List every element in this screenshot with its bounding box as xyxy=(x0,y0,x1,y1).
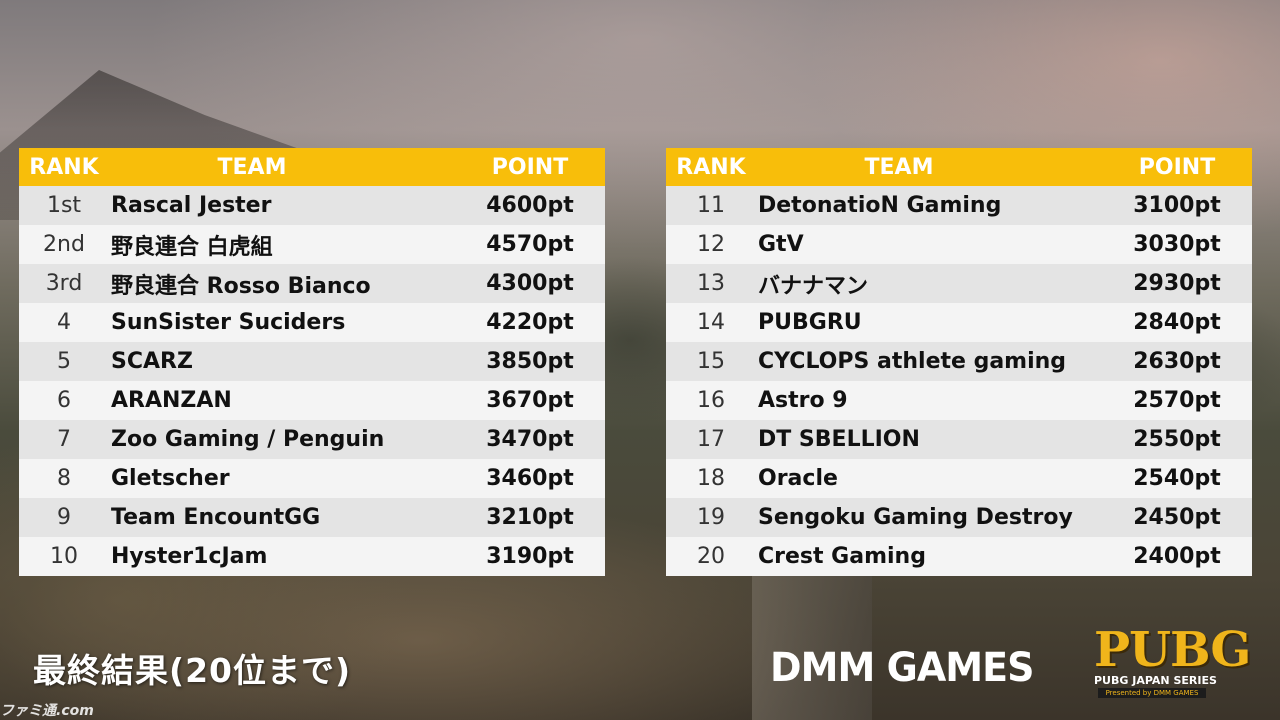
rank-cell: 16 xyxy=(697,388,725,413)
table-row: 3rd 野良連合 Rosso Bianco 4300pt xyxy=(19,264,605,303)
rank-cell: 19 xyxy=(697,505,725,530)
point-cell: 2630pt xyxy=(1133,349,1221,374)
point-cell: 3470pt xyxy=(486,427,574,452)
header-team: TEAM xyxy=(217,154,287,180)
team-cell: DT SBELLION xyxy=(758,427,920,452)
rank-cell: 15 xyxy=(697,349,725,374)
rank-cell: 14 xyxy=(697,310,725,335)
rank-cell: 4 xyxy=(57,310,71,335)
point-cell: 3100pt xyxy=(1133,193,1221,218)
pubg-japan-series-logo: PUBG PUBG JAPAN SERIES Presented by DMM … xyxy=(1094,622,1251,698)
pubg-wordmark: PUBG xyxy=(1094,622,1251,678)
team-cell: Hyster1cJam xyxy=(111,544,268,569)
table-row: 7 Zoo Gaming / Penguin 3470pt xyxy=(19,420,605,459)
table-row: 11 DetonatioN Gaming 3100pt xyxy=(666,186,1252,225)
team-cell: Gletscher xyxy=(111,466,230,491)
team-cell: SunSister Suciders xyxy=(111,310,346,335)
rank-cell: 11 xyxy=(697,193,725,218)
rank-cell: 1st xyxy=(46,193,82,218)
rank-cell: 6 xyxy=(57,388,71,413)
team-cell: DetonatioN Gaming xyxy=(758,193,1002,218)
team-cell: 野良連合 白虎組 xyxy=(111,234,273,260)
header-rank: RANK xyxy=(29,154,99,180)
table-row: 18 Oracle 2540pt xyxy=(666,459,1252,498)
rank-cell: 8 xyxy=(57,466,71,491)
point-cell: 2570pt xyxy=(1133,388,1221,413)
pubg-presented-text: Presented by DMM GAMES xyxy=(1098,688,1206,698)
table-row: 4 SunSister Suciders 4220pt xyxy=(19,303,605,342)
header-team: TEAM xyxy=(864,154,934,180)
point-cell: 2930pt xyxy=(1133,271,1221,296)
results-caption: 最終結果(20位まで) xyxy=(33,651,352,690)
point-cell: 2400pt xyxy=(1133,544,1221,569)
table-header: RANK TEAM POINT xyxy=(666,148,1252,186)
table-row: 1st Rascal Jester 4600pt xyxy=(19,186,605,225)
rank-cell: 12 xyxy=(697,232,725,257)
point-cell: 4570pt xyxy=(486,232,574,257)
rank-cell: 2nd xyxy=(43,232,85,257)
rank-cell: 10 xyxy=(50,544,78,569)
table-row: 15 CYCLOPS athlete gaming 2630pt xyxy=(666,342,1252,381)
point-cell: 2540pt xyxy=(1133,466,1221,491)
table-row: 9 Team EncountGG 3210pt xyxy=(19,498,605,537)
team-cell: Rascal Jester xyxy=(111,193,272,218)
table-row: 13 バナナマン 2930pt xyxy=(666,264,1252,303)
table-row: 16 Astro 9 2570pt xyxy=(666,381,1252,420)
ranking-table-left: RANK TEAM POINT 1st Rascal Jester 4600pt… xyxy=(19,148,605,576)
table-row: 12 GtV 3030pt xyxy=(666,225,1252,264)
background-post xyxy=(752,570,872,720)
rank-cell: 20 xyxy=(697,544,725,569)
famitsu-watermark: ファミ通.com xyxy=(0,703,94,719)
team-cell: Sengoku Gaming Destroy xyxy=(758,505,1073,530)
table-row: 8 Gletscher 3460pt xyxy=(19,459,605,498)
team-cell: Astro 9 xyxy=(758,388,848,413)
rank-cell: 13 xyxy=(697,271,725,296)
point-cell: 3190pt xyxy=(486,544,574,569)
table-row: 2nd 野良連合 白虎組 4570pt xyxy=(19,225,605,264)
point-cell: 3850pt xyxy=(486,349,574,374)
point-cell: 4220pt xyxy=(486,310,574,335)
table-row: 6 ARANZAN 3670pt xyxy=(19,381,605,420)
table-row: 20 Crest Gaming 2400pt xyxy=(666,537,1252,576)
team-cell: GtV xyxy=(758,232,804,257)
team-cell: バナナマン xyxy=(758,273,869,299)
point-cell: 3210pt xyxy=(486,505,574,530)
rank-cell: 18 xyxy=(697,466,725,491)
header-point: POINT xyxy=(491,154,569,180)
rank-cell: 3rd xyxy=(45,271,83,296)
rank-cell: 5 xyxy=(57,349,71,374)
table-row: 10 Hyster1cJam 3190pt xyxy=(19,537,605,576)
team-cell: SCARZ xyxy=(111,349,193,374)
table-row: 5 SCARZ 3850pt xyxy=(19,342,605,381)
ranking-table-right: RANK TEAM POINT 11 DetonatioN Gaming 310… xyxy=(666,148,1252,576)
team-cell: 野良連合 Rosso Bianco xyxy=(111,273,371,299)
dmm-games-logo: DMM GAMES xyxy=(770,645,1035,691)
table-row: 19 Sengoku Gaming Destroy 2450pt xyxy=(666,498,1252,537)
rank-cell: 7 xyxy=(57,427,71,452)
team-cell: Crest Gaming xyxy=(758,544,926,569)
team-cell: Oracle xyxy=(758,466,838,491)
point-cell: 2550pt xyxy=(1133,427,1221,452)
point-cell: 3030pt xyxy=(1133,232,1221,257)
point-cell: 4300pt xyxy=(486,271,574,296)
table-row: 17 DT SBELLION 2550pt xyxy=(666,420,1252,459)
pubg-series-text: PUBG JAPAN SERIES xyxy=(1094,674,1217,687)
team-cell: Team EncountGG xyxy=(111,505,321,530)
point-cell: 4600pt xyxy=(486,193,574,218)
table-row: 14 PUBGRU 2840pt xyxy=(666,303,1252,342)
header-rank: RANK xyxy=(676,154,746,180)
point-cell: 2840pt xyxy=(1133,310,1221,335)
rank-cell: 17 xyxy=(697,427,725,452)
point-cell: 3460pt xyxy=(486,466,574,491)
team-cell: Zoo Gaming / Penguin xyxy=(111,427,385,452)
point-cell: 3670pt xyxy=(486,388,574,413)
rank-cell: 9 xyxy=(57,505,71,530)
point-cell: 2450pt xyxy=(1133,505,1221,530)
team-cell: CYCLOPS athlete gaming xyxy=(758,349,1067,374)
team-cell: PUBGRU xyxy=(758,310,862,335)
header-point: POINT xyxy=(1138,154,1216,180)
table-header: RANK TEAM POINT xyxy=(19,148,605,186)
team-cell: ARANZAN xyxy=(111,388,232,413)
